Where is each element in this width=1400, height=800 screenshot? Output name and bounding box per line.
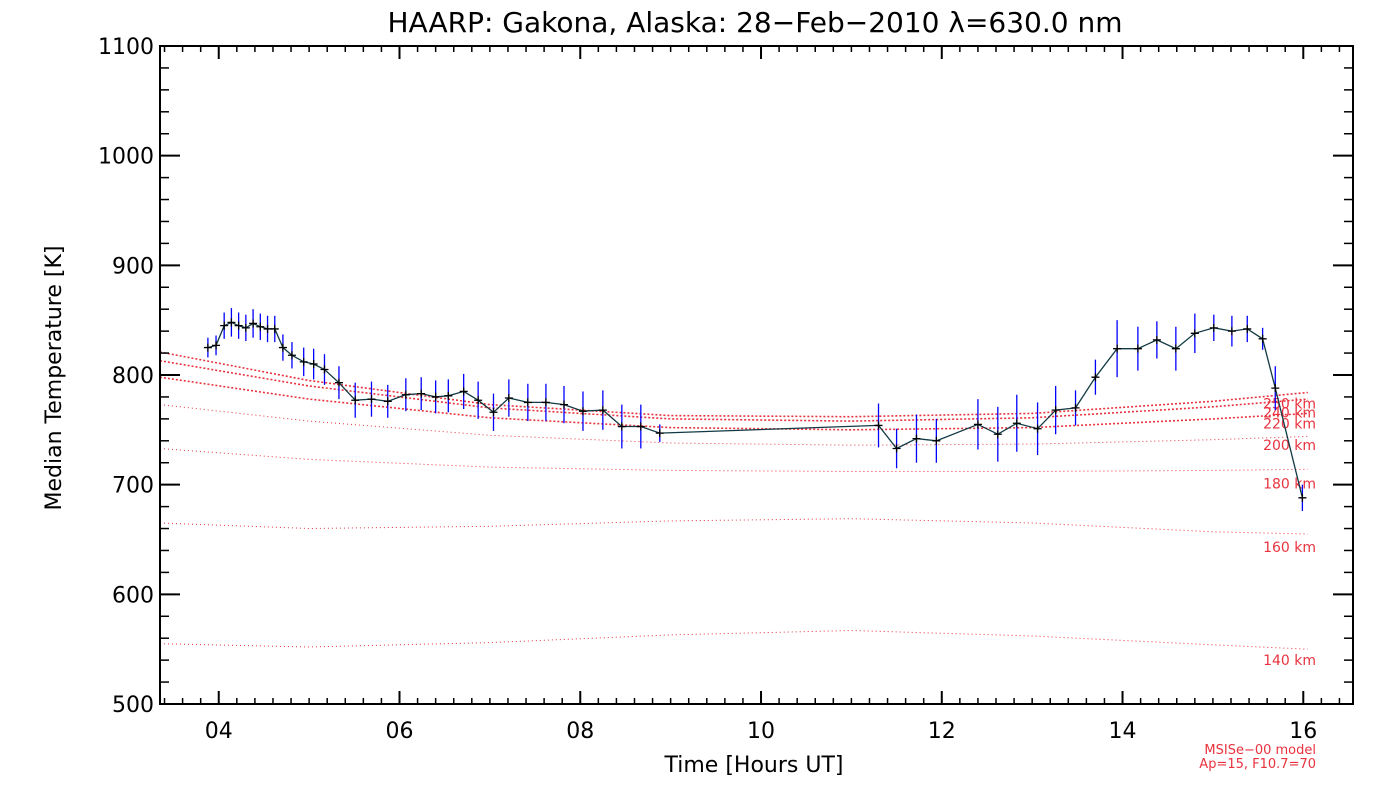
model-curve — [159, 376, 1308, 431]
data-point — [417, 389, 426, 398]
data-point — [1243, 324, 1252, 333]
data-point — [401, 390, 410, 399]
data-point — [1298, 493, 1307, 502]
data-point — [278, 343, 287, 352]
data-point — [459, 387, 468, 396]
data-point — [1051, 406, 1060, 415]
data-point — [320, 365, 329, 374]
y-axis-title: Median Temperature [K] — [42, 246, 67, 511]
data-point — [309, 360, 318, 369]
data-point — [932, 436, 941, 445]
chart-title: HAARP: Gakona, Alaska: 28−Feb−2010 λ=630… — [387, 6, 1122, 39]
data-point — [1133, 344, 1142, 353]
data-point — [1227, 327, 1236, 336]
measured-series — [203, 308, 1307, 511]
data-point — [541, 398, 550, 407]
data-point — [287, 351, 296, 360]
data-point — [1258, 334, 1267, 343]
model-curve — [159, 629, 1308, 650]
data-point — [1171, 344, 1180, 353]
data-point — [1113, 344, 1122, 353]
data-point — [270, 324, 279, 333]
data-point — [263, 324, 272, 333]
model-curve — [159, 448, 1308, 472]
x-tick-label: 06 — [386, 719, 414, 744]
y-tick-label: 500 — [112, 693, 154, 718]
model-curve — [159, 518, 1308, 535]
data-point — [334, 378, 343, 387]
x-tick-label: 16 — [1289, 719, 1317, 744]
data-point — [993, 430, 1002, 439]
data-point — [1033, 424, 1042, 433]
x-tick-label: 04 — [205, 719, 233, 744]
data-point — [1271, 384, 1280, 393]
y-tick-label: 1000 — [98, 145, 154, 170]
model-curve — [159, 359, 1308, 422]
data-point — [351, 396, 360, 405]
data-point — [227, 318, 236, 327]
data-point — [383, 397, 392, 406]
y-tick-label: 700 — [112, 474, 154, 499]
model-note-line-1: MSISe−00 model — [1204, 743, 1316, 758]
data-point — [241, 323, 250, 332]
model-curve — [159, 351, 1308, 418]
data-point — [212, 341, 221, 350]
model-curve — [159, 404, 1308, 446]
data-point — [636, 422, 645, 431]
data-point — [256, 322, 265, 331]
axes: 04 06 08 10 12 14 16 500 600 700 800 900 1000 1100 — [98, 35, 1353, 744]
model-curve-label: 140 km — [1263, 653, 1316, 669]
model-curve-label: 180 km — [1263, 477, 1316, 493]
data-point — [1071, 403, 1080, 412]
data-point — [444, 391, 453, 400]
y-tick-label: 1100 — [98, 35, 154, 60]
data-point — [489, 408, 498, 417]
data-point — [504, 394, 513, 403]
x-tick-label: 14 — [1109, 719, 1137, 744]
data-point — [1091, 373, 1100, 382]
data-point — [617, 422, 626, 431]
data-point — [431, 392, 440, 401]
y-tick-label: 900 — [112, 254, 154, 279]
data-point — [220, 321, 229, 330]
data-point — [598, 406, 607, 415]
data-point — [1152, 335, 1161, 344]
data-point — [474, 396, 483, 405]
data-point — [578, 407, 587, 416]
data-point — [1012, 419, 1021, 428]
x-tick-label: 08 — [566, 719, 594, 744]
x-tick-label: 12 — [928, 719, 956, 744]
data-point — [367, 395, 376, 404]
data-point — [655, 429, 664, 438]
data-point — [234, 321, 243, 330]
data-point — [973, 420, 982, 429]
x-axis-title: Time [Hours UT] — [664, 753, 844, 778]
data-point — [912, 434, 921, 443]
data-point — [1209, 323, 1218, 332]
model-curve-label: 240 km — [1263, 405, 1316, 421]
y-tick-label: 800 — [112, 364, 154, 389]
model-curve-label: 220 km — [1263, 416, 1316, 432]
data-point — [874, 421, 883, 430]
data-point — [892, 444, 901, 453]
data-point — [523, 398, 532, 407]
data-point — [203, 343, 212, 352]
model-curve-label: 160 km — [1263, 540, 1316, 556]
data-point — [1190, 329, 1199, 338]
data-point — [299, 357, 308, 366]
model-note-line-2: Ap=15, F10.7=70 — [1199, 757, 1316, 772]
model-curve-label: 250 km — [1263, 397, 1316, 413]
data-point — [249, 319, 258, 328]
y-tick-label: 600 — [112, 583, 154, 608]
data-point — [559, 400, 568, 409]
x-tick-label: 10 — [747, 719, 775, 744]
